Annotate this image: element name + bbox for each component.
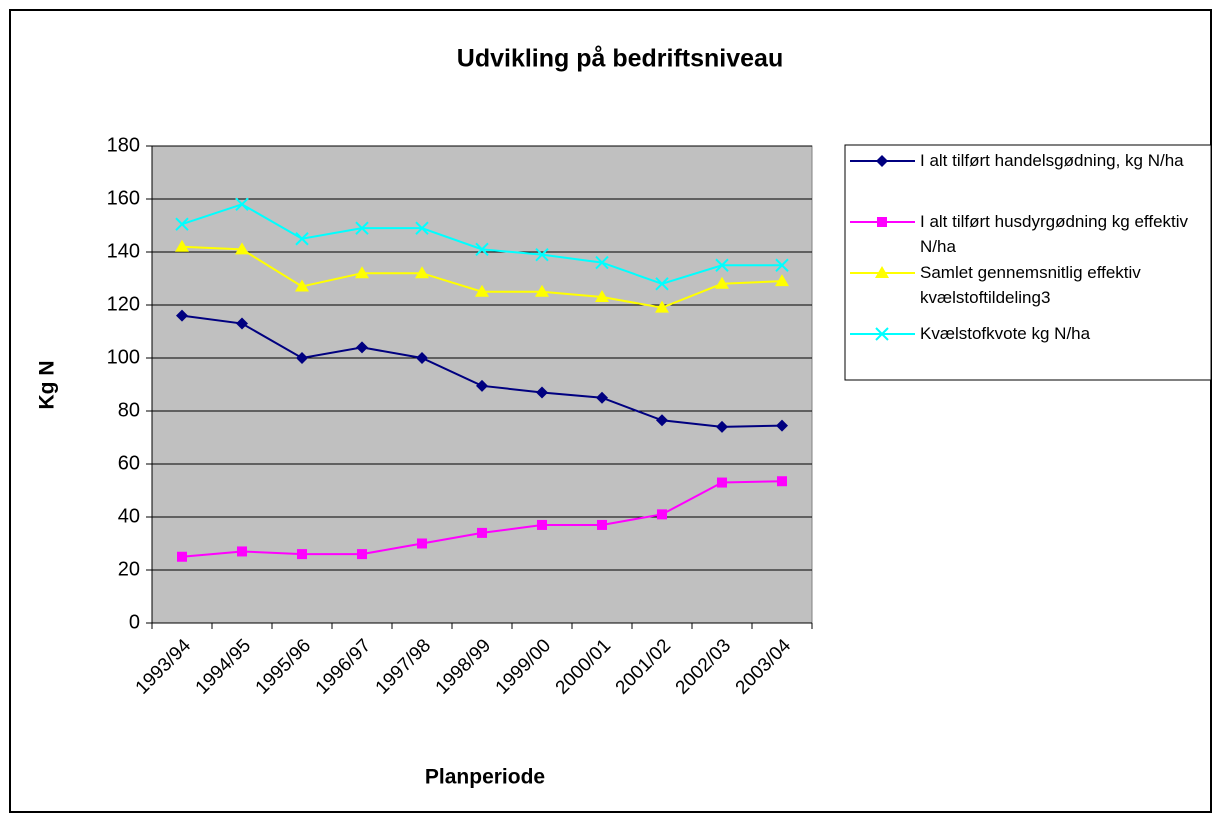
marker: [235, 197, 249, 212]
x-axis-label: Planperiode: [425, 766, 545, 789]
y-tick-label: 40: [118, 505, 140, 527]
legend-entry: I alt tilført handelsgødning, kg N/ha: [920, 151, 1184, 170]
marker: [595, 290, 609, 303]
marker: [415, 221, 429, 235]
marker: [417, 538, 427, 549]
marker: [535, 284, 549, 297]
chart-title: Udvikling på bedriftsniveau: [457, 45, 783, 73]
marker: [356, 341, 368, 354]
marker: [535, 247, 549, 262]
marker: [295, 232, 309, 246]
legend-box: [844, 144, 1212, 381]
marker: [777, 476, 787, 487]
y-tick-label: 100: [107, 346, 140, 368]
marker: [475, 284, 489, 297]
y-tick-label: 80: [118, 399, 140, 421]
y-tick-label: 60: [118, 452, 140, 474]
marker: [876, 155, 888, 167]
y-tick-label: 160: [107, 187, 140, 209]
marker: [235, 242, 249, 255]
marker: [176, 309, 188, 322]
marker: [655, 277, 669, 291]
marker: [297, 549, 307, 560]
marker: [537, 519, 547, 530]
marker: [175, 239, 189, 252]
marker: [175, 217, 189, 231]
marker: [597, 519, 607, 530]
marker: [877, 217, 887, 227]
marker: [715, 276, 729, 289]
marker: [355, 221, 369, 235]
legend-label: I alt tilført handelsgødning, kg N/ha: [920, 151, 1184, 170]
marker: [595, 255, 609, 270]
marker: [236, 317, 248, 330]
y-tick-label: 120: [107, 293, 140, 315]
marker: [475, 242, 489, 257]
marker: [415, 266, 429, 279]
marker: [655, 300, 669, 313]
marker: [177, 551, 187, 562]
y-tick-label: 0: [129, 611, 140, 633]
marker: [596, 391, 608, 404]
marker: [715, 258, 729, 272]
y-tick-label: 140: [107, 240, 140, 262]
legend-entry: I alt tilført husdyrgødning kg effektiv …: [920, 212, 1189, 256]
legend-label: Samlet gennemsnitlig effektiv kvælstofti…: [920, 263, 1141, 307]
marker: [875, 327, 889, 341]
marker: [477, 527, 487, 538]
legend-entry: Samlet gennemsnitlig effektiv kvælstofti…: [920, 263, 1141, 307]
marker: [656, 414, 668, 427]
marker: [875, 266, 889, 278]
legend-entry: Kvælstofkvote kg N/ha: [920, 324, 1091, 343]
legend-label: Kvælstofkvote kg N/ha: [920, 324, 1091, 343]
marker: [416, 352, 428, 364]
marker: [717, 477, 727, 488]
marker: [536, 386, 548, 399]
marker: [355, 266, 369, 279]
marker: [295, 279, 309, 292]
marker: [657, 509, 667, 520]
marker: [775, 274, 789, 287]
legend-label: I alt tilført husdyrgødning kg effektiv …: [920, 212, 1189, 256]
marker: [776, 419, 788, 432]
y-tick-label: 20: [118, 558, 140, 580]
marker: [296, 352, 308, 364]
y-tick-label: 180: [107, 134, 140, 156]
marker: [716, 420, 728, 433]
y-axis-label: Kg N: [36, 361, 59, 410]
marker: [775, 258, 789, 272]
marker: [476, 379, 488, 392]
marker: [357, 549, 367, 560]
marker: [237, 546, 247, 557]
